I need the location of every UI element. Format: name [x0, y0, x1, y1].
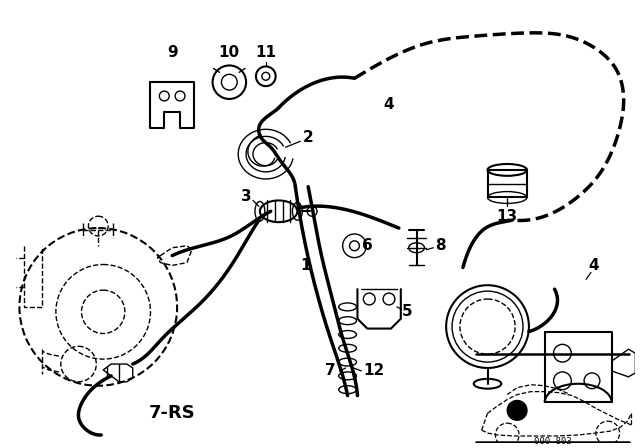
Text: 3: 3: [241, 189, 252, 204]
Text: 7-RS: 7-RS: [149, 404, 196, 422]
Text: 2: 2: [303, 130, 314, 145]
Text: 000 803: 000 803: [534, 437, 572, 446]
Text: 4: 4: [383, 97, 394, 112]
Text: 12: 12: [364, 363, 385, 379]
Text: 11: 11: [255, 45, 276, 60]
Text: 13: 13: [497, 209, 518, 224]
Text: 4: 4: [589, 258, 599, 273]
Text: 5: 5: [401, 304, 412, 319]
Text: 6: 6: [362, 238, 372, 253]
Text: 1: 1: [300, 258, 310, 273]
Text: 10: 10: [219, 45, 240, 60]
Circle shape: [508, 401, 527, 420]
Text: 7: 7: [324, 363, 335, 379]
Text: 8: 8: [435, 238, 445, 253]
Text: 9: 9: [167, 45, 177, 60]
Bar: [488, 170, 527, 198]
